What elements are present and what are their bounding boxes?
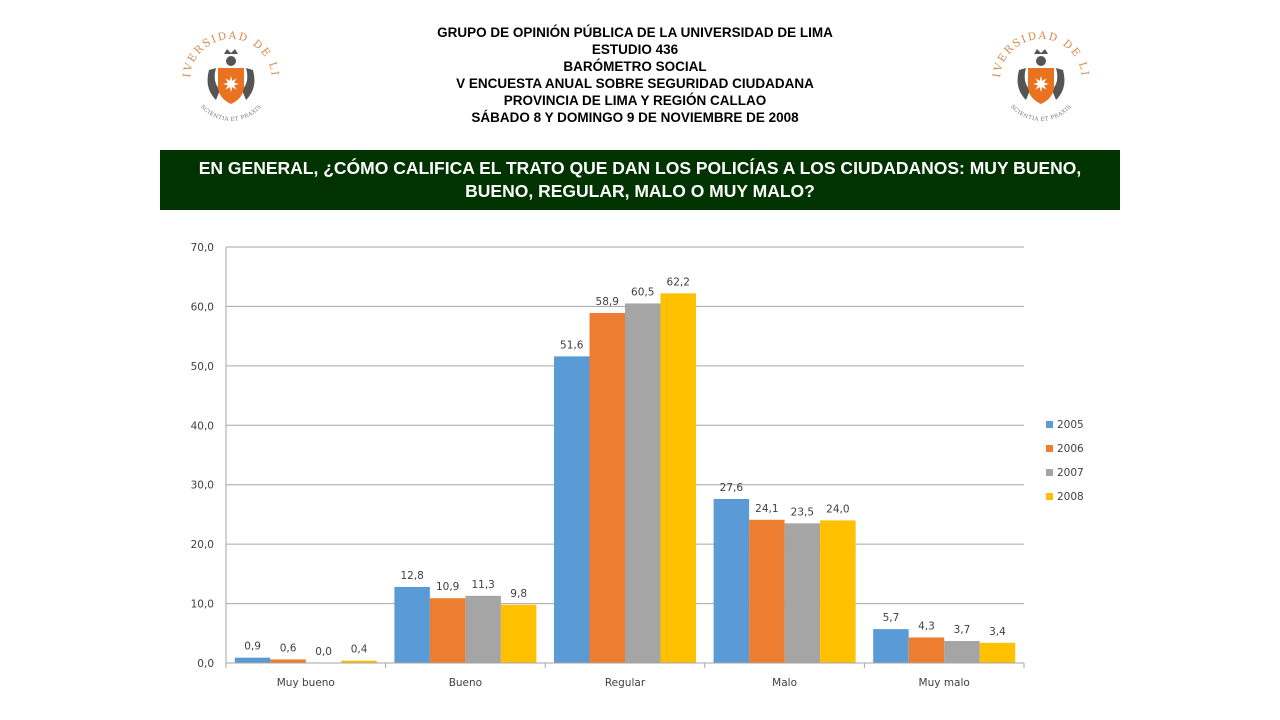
data-label: 51,6 <box>560 339 584 351</box>
data-label: 4,3 <box>918 620 935 632</box>
eagle-wing-icon <box>207 68 255 100</box>
bar <box>500 604 537 663</box>
header-line: GRUPO DE OPINIÓN PÚBLICA DE LA UNIVERSID… <box>437 25 833 40</box>
data-label: 0,9 <box>244 641 261 653</box>
eagle-head-icon <box>226 56 236 66</box>
data-label: 0,4 <box>351 644 368 656</box>
bar <box>749 519 785 663</box>
bar <box>908 637 945 663</box>
y-tick-label: 40,0 <box>191 420 214 432</box>
header-line: BARÓMETRO SOCIAL <box>563 59 707 74</box>
data-label: 0,6 <box>280 642 297 654</box>
y-tick-label: 20,0 <box>191 539 214 551</box>
x-tick-label: Muy bueno <box>277 677 335 689</box>
bar <box>979 642 1016 663</box>
data-label: 11,3 <box>471 579 494 591</box>
header-line: SÁBADO 8 Y DOMINGO 9 DE NOVIEMBRE DE 200… <box>471 110 799 125</box>
x-tick-label: Muy malo <box>919 677 970 689</box>
bar <box>554 356 590 663</box>
bar <box>429 598 466 663</box>
x-tick-label: Regular <box>605 677 646 689</box>
bar <box>784 523 821 663</box>
data-label: 24,0 <box>826 503 849 515</box>
bar <box>465 595 501 663</box>
legend-swatch <box>1046 493 1053 500</box>
legend-swatch <box>1046 469 1053 476</box>
bar <box>820 520 856 663</box>
logo-motto: SCIENTIA ET PRAXIS <box>1009 104 1073 123</box>
crown-icon <box>224 49 238 54</box>
logo-motto: SCIENTIA ET PRAXIS <box>199 104 263 123</box>
x-tick-label: Bueno <box>449 677 482 689</box>
bar <box>625 303 661 663</box>
y-tick-label: 0,0 <box>197 658 214 670</box>
star-icon <box>1033 76 1049 92</box>
header-line: PROVINCIA DE LIMA Y REGIÓN CALLAO <box>503 93 767 108</box>
bar-chart: 0,0 10,0 20,0 30,0 40,0 50,0 60,0 70,0 0,9 0,6 0,0… <box>191 242 1084 689</box>
question-text: EN GENERAL, ¿CÓMO CALIFICA EL TRATO QUE … <box>198 158 1082 201</box>
legend-label: 2008 <box>1057 491 1084 503</box>
bar <box>234 657 271 663</box>
legend-label: 2007 <box>1057 467 1084 479</box>
bar <box>713 498 750 663</box>
y-tick-label: 60,0 <box>191 301 214 313</box>
bar <box>589 312 625 663</box>
eagle-head-icon <box>1036 56 1046 66</box>
y-tick-label: 50,0 <box>191 361 214 373</box>
bar <box>873 629 909 663</box>
bar <box>270 659 306 663</box>
university-logo-left: UNIVERSIDAD DE LIMASCIENTIA ET PRAXIS <box>176 18 279 123</box>
data-label: 3,7 <box>954 624 971 636</box>
legend-swatch <box>1046 445 1053 452</box>
data-label: 5,7 <box>883 612 900 624</box>
bar <box>944 641 980 663</box>
header-line: V ENCUESTA ANUAL SOBRE SEGURIDAD CIUDADA… <box>456 76 814 91</box>
star-icon <box>223 76 239 92</box>
header-line: ESTUDIO 436 <box>591 42 679 57</box>
data-label: 23,5 <box>791 506 814 518</box>
data-label: 10,9 <box>436 581 459 593</box>
data-label: 24,1 <box>755 503 778 515</box>
legend-label: 2006 <box>1057 443 1084 455</box>
legend-label: 2005 <box>1057 419 1084 431</box>
data-label: 0,0 <box>315 646 332 658</box>
data-label: 3,4 <box>989 626 1006 638</box>
report-header: GRUPO DE OPINIÓN PÚBLICA DE LA UNIVERSID… <box>340 24 930 126</box>
data-label: 62,2 <box>667 276 690 288</box>
data-label: 27,6 <box>720 482 744 494</box>
bar <box>394 586 430 663</box>
bar <box>341 660 377 663</box>
bar <box>660 293 696 663</box>
x-tick-label: Malo <box>772 677 797 689</box>
data-label: 9,8 <box>510 588 527 600</box>
y-tick-label: 10,0 <box>191 599 214 611</box>
question-banner: EN GENERAL, ¿CÓMO CALIFICA EL TRATO QUE … <box>160 150 1120 210</box>
data-label: 58,9 <box>596 296 619 308</box>
eagle-wing-icon <box>1017 68 1065 100</box>
y-tick-label: 70,0 <box>191 242 214 254</box>
data-label: 60,5 <box>631 286 654 298</box>
y-tick-label: 30,0 <box>191 480 214 492</box>
legend-swatch <box>1046 421 1053 428</box>
crown-icon <box>1034 49 1048 54</box>
data-label: 12,8 <box>400 570 423 582</box>
university-logo-right: UNIVERSIDAD DE LIMASCIENTIA ET PRAXIS <box>986 18 1089 123</box>
